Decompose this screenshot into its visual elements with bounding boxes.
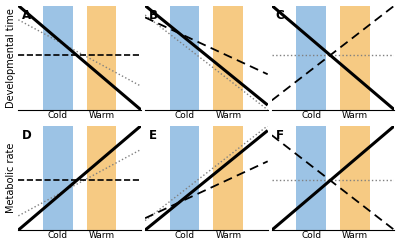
- Bar: [170, 6, 199, 110]
- Text: C: C: [276, 9, 284, 22]
- Text: E: E: [149, 129, 157, 142]
- Bar: [296, 6, 326, 110]
- Bar: [43, 6, 73, 110]
- Bar: [340, 126, 370, 230]
- Text: A: A: [22, 9, 31, 22]
- Text: D: D: [22, 129, 32, 142]
- Bar: [170, 126, 199, 230]
- Bar: [213, 6, 243, 110]
- Text: B: B: [149, 9, 158, 22]
- Bar: [213, 126, 243, 230]
- Bar: [87, 6, 116, 110]
- Y-axis label: Developmental time: Developmental time: [6, 8, 16, 108]
- Text: F: F: [276, 129, 284, 142]
- Bar: [296, 126, 326, 230]
- Bar: [340, 6, 370, 110]
- Bar: [43, 126, 73, 230]
- Bar: [87, 126, 116, 230]
- Y-axis label: Metabolic rate: Metabolic rate: [6, 143, 16, 213]
